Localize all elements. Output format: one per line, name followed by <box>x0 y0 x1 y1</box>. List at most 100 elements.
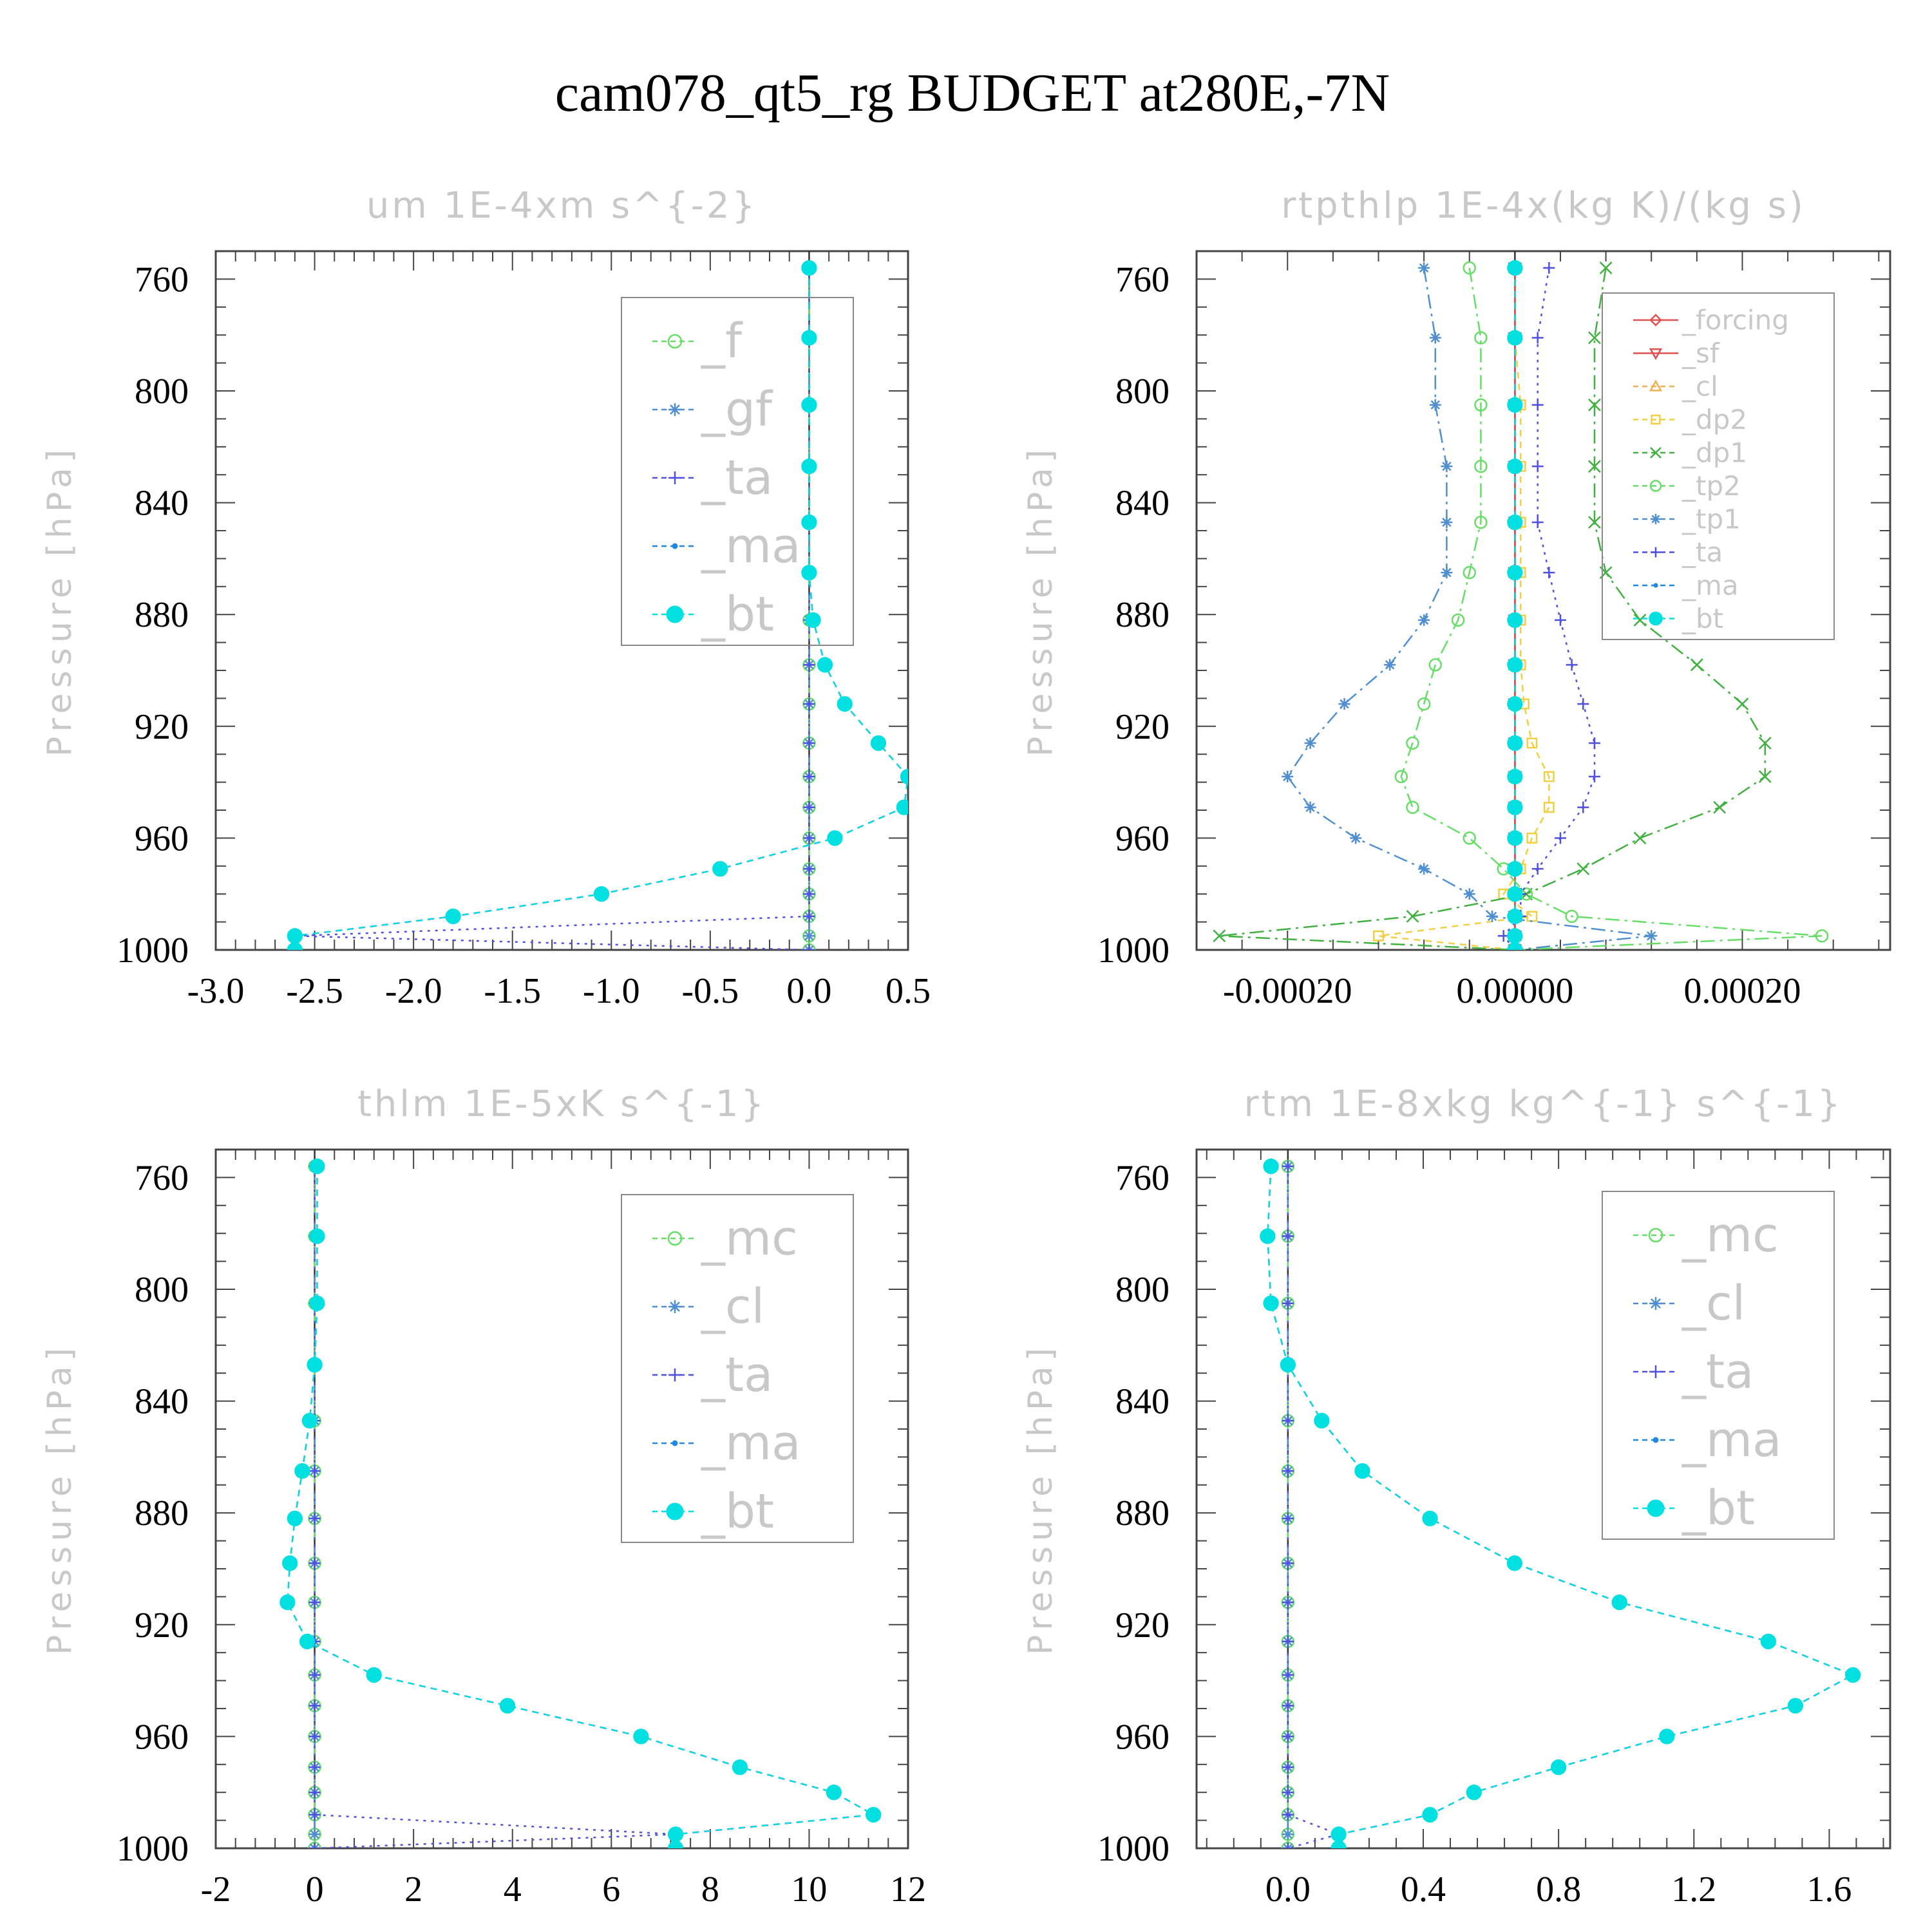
legend-label: _ta <box>1681 536 1723 568</box>
y-tick-label: 1000 <box>1097 931 1170 971</box>
y-tick-label: 840 <box>135 484 189 524</box>
series-line-bt <box>294 268 908 950</box>
data-point <box>1507 260 1523 276</box>
x-tick-label: -1.0 <box>583 971 640 1011</box>
data-point <box>1304 801 1316 813</box>
data-point <box>1760 1633 1777 1649</box>
legend-label: _ta <box>701 1347 773 1403</box>
data-point <box>1507 768 1523 785</box>
x-tick-label: 2 <box>404 1870 422 1909</box>
data-point <box>593 886 610 902</box>
data-point <box>1441 516 1453 528</box>
data-point <box>1418 262 1430 274</box>
legend-label: _ma <box>1681 569 1739 601</box>
data-point <box>1531 516 1544 528</box>
y-tick-label: 840 <box>1115 484 1170 524</box>
data-point <box>1282 1297 1294 1309</box>
legend-label: _bt <box>1681 603 1723 634</box>
x-tick-label: 0.00000 <box>1456 971 1573 1011</box>
legend-label: _cl <box>1681 370 1718 402</box>
data-point <box>1486 910 1499 922</box>
legend-box <box>1602 292 1835 640</box>
data-point <box>1466 1785 1482 1801</box>
data-point <box>1543 802 1555 813</box>
data-point <box>308 1465 321 1477</box>
series-line-dp1 <box>1219 267 1766 950</box>
data-point <box>1543 567 1555 579</box>
data-point <box>1690 658 1703 672</box>
data-point <box>1507 886 1523 902</box>
data-point <box>499 1698 516 1714</box>
y-tick-label: 760 <box>135 260 189 299</box>
legend-label: _ma <box>701 518 800 574</box>
data-point <box>1314 1412 1330 1429</box>
chart-panel-4: rtm 1E-8xkg kg^{-1} s^{-1} Pressure [hPa]… <box>1021 1083 1891 1909</box>
data-point <box>282 1555 298 1571</box>
data-point <box>1577 698 1589 710</box>
y-axis-label: Pressure [hPa] <box>1021 1343 1060 1655</box>
data-point <box>1282 1635 1294 1647</box>
x-tick-label: 0.0 <box>1265 1870 1311 1909</box>
data-point <box>1526 737 1538 749</box>
data-point <box>1263 1158 1279 1175</box>
data-point <box>801 397 817 413</box>
data-point <box>1474 459 1488 473</box>
legend-marker <box>666 605 684 623</box>
data-point <box>1588 331 1601 345</box>
data-point <box>1506 1555 1522 1571</box>
series-line-dp2 <box>1378 268 1550 950</box>
data-point <box>1422 1806 1438 1823</box>
x-tick-label: 1.2 <box>1671 1870 1716 1909</box>
data-point <box>827 830 843 846</box>
legend-marker <box>672 1440 678 1446</box>
data-point <box>1463 261 1476 275</box>
legend-box <box>621 1194 854 1543</box>
data-point <box>1507 612 1523 629</box>
plot-frame <box>1195 250 1891 951</box>
data-point <box>308 1761 321 1774</box>
y-tick-label: 800 <box>1115 1270 1170 1310</box>
data-point <box>307 1357 323 1373</box>
data-point <box>1331 1826 1347 1842</box>
data-point <box>308 1512 321 1524</box>
series-line-ma <box>294 268 908 950</box>
data-point <box>1474 515 1488 529</box>
x-tick-label: -0.00020 <box>1223 971 1352 1011</box>
data-point <box>1659 1728 1675 1745</box>
legend: _f _gf _ta _ma _bt <box>621 297 854 646</box>
data-point <box>1428 658 1443 672</box>
data-point <box>1354 1463 1370 1479</box>
x-tick-label: -2.0 <box>385 971 442 1011</box>
data-point <box>1787 1698 1804 1714</box>
legend-marker <box>1647 1499 1665 1517</box>
legend-marker <box>1650 447 1662 459</box>
y-tick-label: 880 <box>135 1493 189 1533</box>
legend-label: _f <box>701 314 743 369</box>
panel-title: rtm 1E-8xkg kg^{-1} s^{-1} <box>1244 1083 1842 1125</box>
legend-label: _ma <box>1681 1412 1781 1468</box>
data-point <box>1815 929 1829 943</box>
data-point <box>1418 614 1430 626</box>
data-point <box>1507 397 1523 413</box>
data-point <box>1633 613 1647 627</box>
data-point <box>803 770 815 782</box>
x-tick-label: 0 <box>306 1870 324 1909</box>
data-point <box>1463 888 1475 900</box>
x-tick-label: -3.0 <box>187 971 245 1011</box>
data-point <box>1282 1730 1294 1743</box>
data-point <box>667 1826 684 1842</box>
legend-marker <box>667 1231 683 1246</box>
series-group <box>287 260 908 950</box>
data-point <box>1566 659 1578 671</box>
data-point <box>294 1463 310 1479</box>
data-point <box>1507 928 1523 944</box>
legend-marker <box>672 543 678 549</box>
panel-title: rtpthlp 1E-4x(kg K)/(kg s) <box>1281 185 1806 227</box>
data-point <box>1282 1842 1294 1848</box>
x-tick-label: 0.5 <box>886 971 931 1011</box>
series-line-ta <box>1287 1166 1341 1848</box>
y-tick-label: 920 <box>1115 1605 1170 1645</box>
data-point <box>1282 1669 1294 1681</box>
data-point <box>279 1594 296 1611</box>
data-point <box>1845 1667 1861 1683</box>
